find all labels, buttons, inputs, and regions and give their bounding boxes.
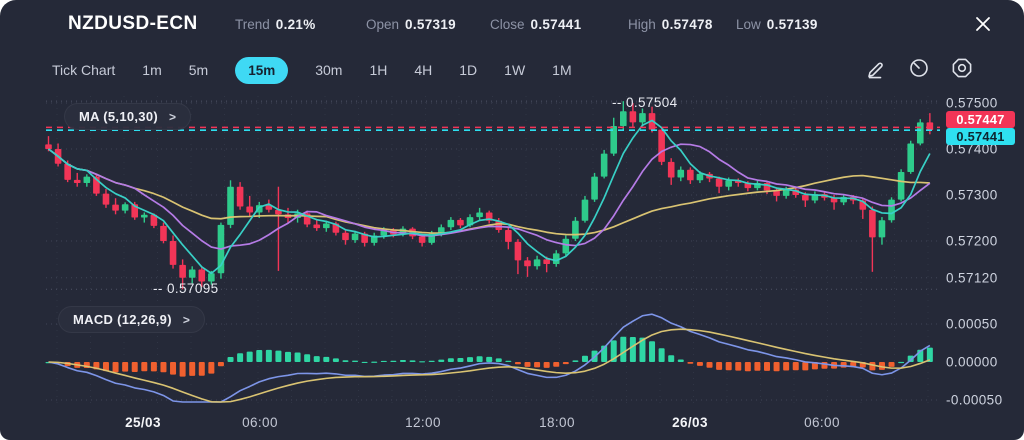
stat-high: High 0.57478 — [628, 17, 713, 32]
macd-histogram — [45, 336, 933, 377]
last-price-badge: 0.57447 — [946, 111, 1015, 128]
draw-button[interactable] — [864, 57, 888, 81]
macd-tick-label: 0.00050 — [946, 317, 998, 332]
stat-trend: Trend 0.21% — [235, 17, 316, 32]
time-tick-label: 12:00 — [405, 415, 441, 430]
macd-tick-label: 0.00000 — [946, 355, 998, 370]
chevron-right-icon: > — [182, 312, 191, 327]
time-tick-label: 25/03 — [125, 415, 161, 430]
timer-button[interactable] — [907, 57, 931, 81]
stat-close: Close 0.57441 — [490, 17, 582, 32]
tab-1m-month[interactable]: 1M — [552, 62, 572, 78]
symbol-title: NZDUSD-ECN — [68, 13, 198, 34]
macd-tick-label: -0.00050 — [946, 393, 1003, 408]
timeframe-toolbar: Tick Chart 1m 5m 15m 30m 1H 4H 1D 1W 1M — [52, 55, 572, 85]
price-tick-label: 0.57500 — [946, 96, 998, 111]
draw-icon — [868, 62, 883, 79]
ma-indicator-pill[interactable]: MA (5,10,30) > — [64, 103, 192, 130]
tab-1w[interactable]: 1W — [504, 62, 526, 78]
time-tick-label: 06:00 — [242, 415, 278, 430]
close-icon — [976, 17, 990, 31]
tab-tick-chart[interactable]: Tick Chart — [52, 62, 116, 78]
settings-icon — [952, 58, 972, 78]
price-tick-label: 0.57300 — [946, 188, 998, 203]
tab-15m-active[interactable]: 15m — [235, 56, 289, 84]
tab-4h[interactable]: 4H — [414, 62, 433, 78]
tab-30m[interactable]: 30m — [315, 62, 343, 78]
price-tick-label: 0.57400 — [946, 142, 998, 157]
stat-open: Open 0.57319 — [366, 17, 456, 32]
chevron-right-icon: > — [168, 109, 177, 124]
low-annotation: -- 0.57095 — [153, 281, 219, 296]
axis-labels: 0.57500 0.57400 0.57300 0.57200 0.57120 0.000… — [125, 95, 1002, 430]
time-tick-label: 18:00 — [539, 415, 575, 430]
macd-indicator-label: MACD (12,26,9) — [73, 312, 172, 327]
macd-indicator-pill[interactable]: MACD (12,26,9) > — [58, 306, 206, 333]
chart-tools — [864, 57, 974, 81]
tab-1d[interactable]: 1D — [459, 62, 478, 78]
high-annotation: -- 0.57504 — [612, 95, 678, 110]
close-price-badge: 0.57441 — [946, 127, 1015, 145]
tab-5m[interactable]: 5m — [188, 62, 209, 78]
price-tick-label: 0.57200 — [946, 234, 998, 249]
time-tick-label: 06:00 — [804, 415, 840, 430]
timer-icon — [910, 59, 928, 77]
tab-1m[interactable]: 1m — [142, 62, 162, 78]
settings-button[interactable] — [950, 57, 974, 81]
gridlines — [46, 96, 938, 404]
tab-1h[interactable]: 1H — [369, 62, 388, 78]
stat-low: Low 0.57139 — [736, 17, 818, 32]
time-tick-label: 26/03 — [672, 415, 708, 430]
ma-indicator-label: MA (5,10,30) — [79, 109, 158, 124]
macd-lines — [48, 313, 931, 403]
candles — [45, 101, 934, 290]
close-button[interactable] — [970, 11, 996, 37]
ma-lines — [47, 119, 931, 275]
price-tick-label: 0.57120 — [946, 270, 998, 285]
